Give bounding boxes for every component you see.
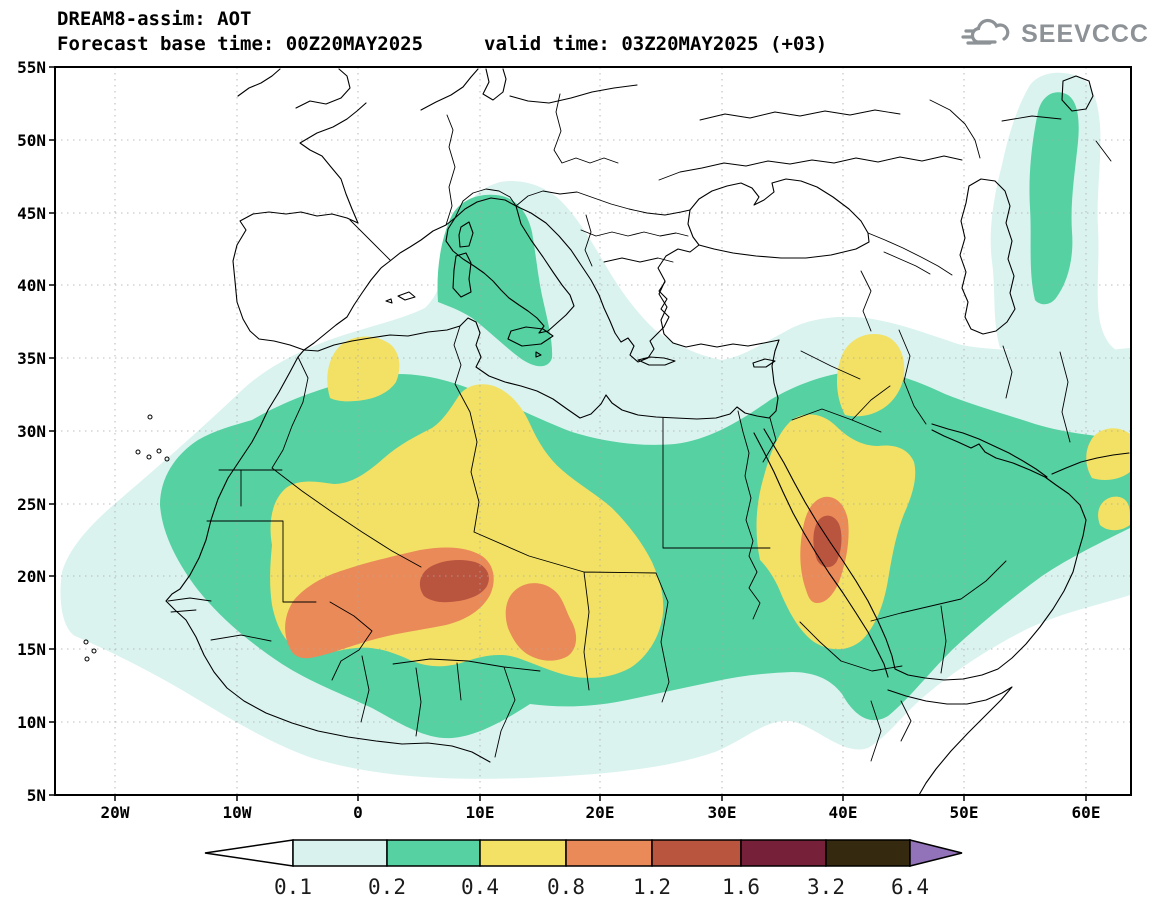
y-tick-label: 45N xyxy=(17,204,46,223)
x-tick-label: 40E xyxy=(829,803,858,822)
x-tick-label: 50E xyxy=(950,803,979,822)
y-tick-label: 25N xyxy=(17,495,46,514)
legend-tick-label: 0.4 xyxy=(461,875,499,899)
x-axis-ticks xyxy=(114,795,1087,801)
africa-borders xyxy=(167,325,912,762)
forecast-times: Forecast base time: 00Z20MAY2025 valid ti… xyxy=(57,33,827,55)
aot-region-02-caspian xyxy=(1029,92,1079,305)
aot-region-04-east-2 xyxy=(1098,496,1130,531)
y-tick-label: 35N xyxy=(17,349,46,368)
aot-region-04-east-1 xyxy=(1086,428,1130,480)
y-tick-label: 40N xyxy=(17,276,46,295)
legend-segment xyxy=(386,839,481,867)
coastlines xyxy=(83,68,1130,795)
map-canvas: 55N 50N 45N 40N 35N 30N 25N 20N 15N 10N … xyxy=(17,58,1132,822)
horn-of-africa-coast xyxy=(887,686,1013,795)
x-tick-label: 0 xyxy=(353,803,363,822)
legend-tick-label: 1.2 xyxy=(633,875,671,899)
legend-segment xyxy=(479,839,567,867)
colorbar-legend: 0.1 0.2 0.4 0.8 1.2 1.6 3.2 6.4 xyxy=(204,839,963,899)
anatolia-blacksea-coast xyxy=(657,178,870,348)
iberia-france-coast xyxy=(232,102,456,351)
y-axis-ticks xyxy=(49,66,55,796)
y-tick-label: 30N xyxy=(17,422,46,441)
north-europe-coast xyxy=(237,68,638,111)
x-tick-label: 20W xyxy=(101,803,130,822)
aot-field xyxy=(60,72,1131,779)
aot-region-04-nsaudi xyxy=(836,334,905,417)
legend-segment xyxy=(651,839,742,867)
legend-tick-label: 0.8 xyxy=(547,875,585,899)
x-tick-label: 20E xyxy=(586,803,615,822)
aot-region-12-sudan xyxy=(813,515,842,568)
legend-tick-label: 0.2 xyxy=(368,875,406,899)
islands xyxy=(83,414,170,662)
legend-arrow-right xyxy=(909,839,963,867)
legend-segment xyxy=(292,839,388,867)
cloud-icon xyxy=(961,18,1010,45)
africa-coast xyxy=(165,317,780,763)
y-tick-label: 50N xyxy=(17,131,46,150)
italy-coast xyxy=(385,197,575,358)
page-title: DREAM8-assim: AOT xyxy=(57,8,252,30)
aot-region-12-mali xyxy=(419,559,489,603)
country-borders xyxy=(167,93,1112,762)
forecast-base-time: Forecast base time: 00Z20MAY2025 xyxy=(57,33,424,55)
middle-east-borders xyxy=(791,270,1071,674)
legend-tick-label: 6.4 xyxy=(891,875,929,899)
graticule xyxy=(55,67,1130,795)
valid-time: valid time: 03Z20MAY2025 (+03) xyxy=(484,33,828,55)
aot-region-08-chad xyxy=(505,583,577,661)
aot-region-04-nw-algeria xyxy=(327,336,400,402)
caspian-coast xyxy=(959,75,1094,335)
x-tick-label: 30E xyxy=(708,803,737,822)
y-tick-label: 5N xyxy=(27,786,46,805)
x-tick-label: 60E xyxy=(1072,803,1101,822)
x-tick-label: 10W xyxy=(223,803,252,822)
seevccc-logo: SEEVCCC xyxy=(961,16,1149,52)
y-tick-label: 20N xyxy=(17,567,46,586)
y-tick-label: 55N xyxy=(17,58,46,77)
legend-segment xyxy=(740,839,827,867)
adriatic-greece-coast xyxy=(515,205,776,368)
logo-text: SEEVCCC xyxy=(1021,19,1149,48)
x-tick-label: 10E xyxy=(466,803,495,822)
legend-arrow-left xyxy=(204,839,294,867)
nile-river xyxy=(737,410,761,620)
legend-tick-label: 0.1 xyxy=(274,875,312,899)
x-axis: 20W 10W 0 10E 20E 30E 40E 50E 60E xyxy=(101,795,1101,822)
y-axis: 55N 50N 45N 40N 35N 30N 25N 20N 15N 10N … xyxy=(17,58,55,805)
y-tick-label: 15N xyxy=(17,640,46,659)
aot-region-02-italy xyxy=(437,194,553,367)
europe-borders xyxy=(349,93,1112,276)
legend-segment xyxy=(825,839,911,867)
legend-tick-label: 3.2 xyxy=(807,875,845,899)
y-tick-label: 10N xyxy=(17,713,46,732)
redsea-arabia-coast xyxy=(753,423,1130,681)
legend-tick-label: 1.6 xyxy=(722,875,760,899)
legend-segment xyxy=(565,839,653,867)
